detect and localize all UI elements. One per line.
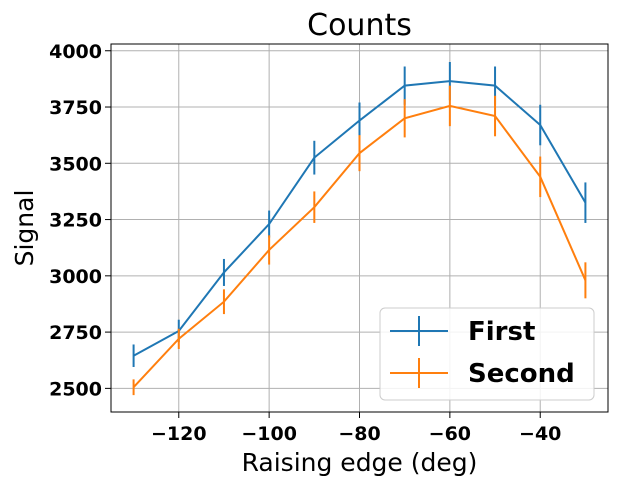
legend-label: Second xyxy=(468,359,575,389)
series-2 xyxy=(132,85,587,396)
legend: First Second xyxy=(379,307,595,401)
y-tick-label: 2750 xyxy=(49,322,102,344)
axis-ticks: −120 −100 −80 −60 −40 2500 2750 3000 3250 3500 375… xyxy=(49,41,561,445)
y-tick-label: 3250 xyxy=(49,210,102,232)
plot-series xyxy=(132,62,587,396)
x-tick-label: −60 xyxy=(429,423,471,445)
x-tick-label: −100 xyxy=(241,423,297,445)
y-tick-label: 4000 xyxy=(49,41,102,63)
x-tick-label: −40 xyxy=(519,423,561,445)
y-axis-label: Signal xyxy=(10,190,39,267)
chart-title: Counts xyxy=(307,8,412,43)
y-tick-label: 3500 xyxy=(49,153,102,175)
x-axis-label: Raising edge (deg) xyxy=(242,448,478,477)
x-tick-label: −120 xyxy=(151,423,207,445)
y-tick-label: 3750 xyxy=(49,97,102,119)
y-tick-label: 3000 xyxy=(49,266,102,288)
x-tick-label: −80 xyxy=(338,423,380,445)
y-tick-label: 2500 xyxy=(49,378,102,400)
legend-label: First xyxy=(468,317,535,347)
series-1 xyxy=(132,62,587,367)
